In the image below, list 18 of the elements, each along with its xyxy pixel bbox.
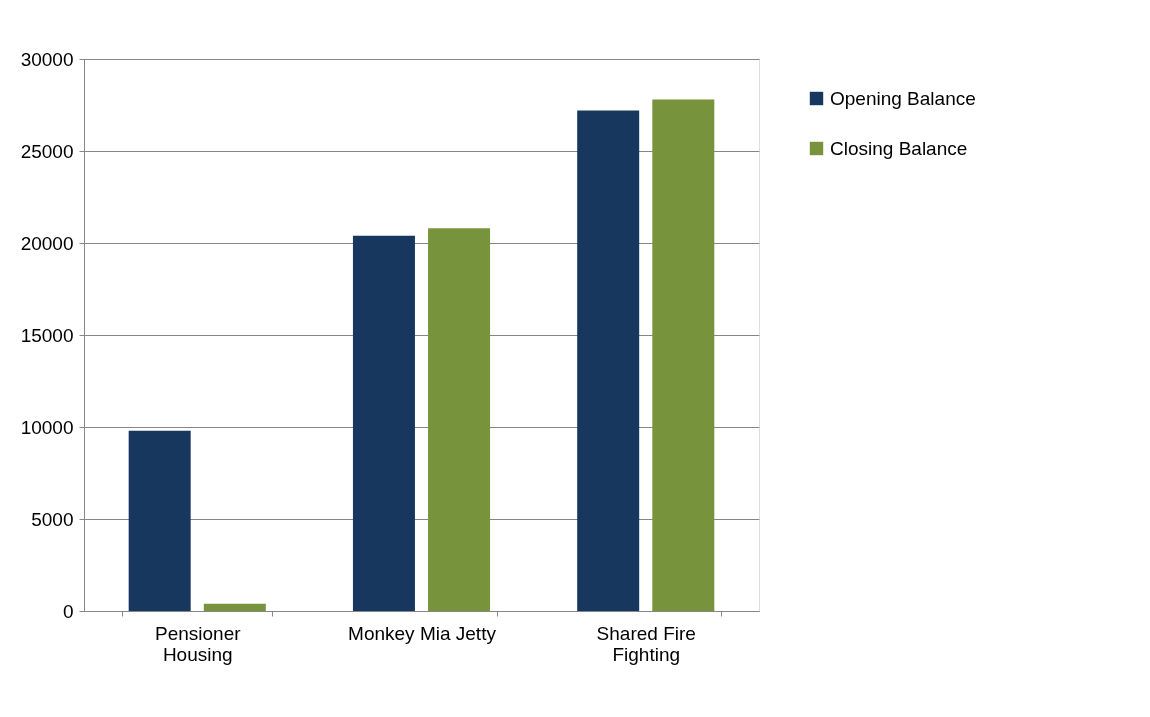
y-tick-label: 25000 [20, 140, 74, 162]
y-tick-label: 30000 [20, 48, 74, 70]
legend-label: Opening Balance [830, 87, 976, 109]
bar [577, 110, 640, 611]
y-tick-label: 5000 [31, 508, 74, 530]
legend-label: Closing Balance [830, 137, 968, 159]
bar [652, 99, 715, 611]
y-tick-label: 20000 [20, 232, 74, 254]
x-tick-label: Monkey Mia Jetty [348, 622, 497, 644]
bar [128, 430, 191, 611]
y-tick-label: 10000 [20, 416, 74, 438]
bar [203, 603, 266, 611]
bar [352, 235, 415, 611]
y-tick-label: 15000 [20, 324, 74, 346]
bar [428, 228, 491, 611]
y-tick-label: 0 [62, 600, 74, 622]
x-tick-label: Pensioner Housing [154, 622, 242, 665]
x-tick-label: Shared Fire Fighting [596, 622, 696, 665]
